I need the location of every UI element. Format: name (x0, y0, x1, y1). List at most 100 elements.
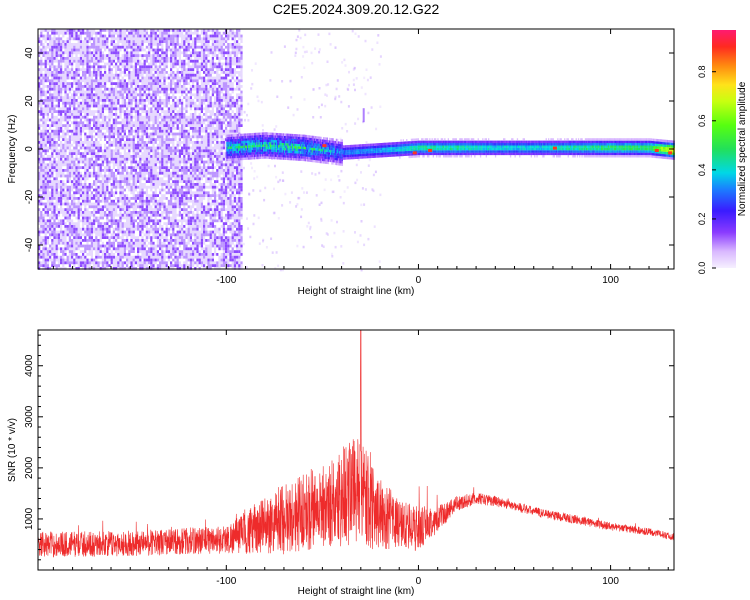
noise-cell (86, 216, 89, 220)
noise-cell (104, 37, 107, 41)
noise-cell (44, 138, 47, 141)
noise-cell (77, 104, 80, 108)
noise-cell (154, 169, 157, 172)
noise-cell (159, 208, 162, 211)
noise-cell (161, 213, 164, 217)
noise-cell (112, 244, 115, 248)
noise-cell (46, 68, 49, 71)
noise-cell (143, 101, 146, 105)
noise-cell (57, 93, 60, 97)
noise-cell (110, 241, 113, 245)
noise-cell (132, 129, 135, 133)
noise-cell (178, 57, 181, 60)
noise-cell (130, 174, 133, 178)
noise-cell (134, 76, 137, 80)
noise-cell (66, 205, 69, 209)
noise-cell (86, 199, 89, 203)
noise-cell (88, 233, 91, 237)
noise-cell (143, 250, 146, 253)
noise-cell (154, 141, 157, 144)
noise-cell (154, 129, 157, 133)
noise-cell (148, 146, 151, 150)
noise-cell (86, 261, 89, 265)
noise-cell (86, 208, 89, 211)
noise-cell (137, 71, 140, 74)
noise-cell (90, 31, 93, 35)
noise-cell (62, 40, 65, 43)
noise-cell (73, 104, 76, 108)
noise-cell (82, 222, 85, 225)
noise-cell (57, 261, 60, 265)
noise-cell (154, 152, 157, 155)
noise-cell (167, 121, 170, 125)
noise-cell (174, 149, 177, 153)
noise-cell (86, 57, 89, 60)
noise-cell (93, 261, 96, 265)
noise-cell (64, 185, 67, 189)
noise-cell (156, 48, 159, 52)
noise-cell (40, 110, 43, 113)
noise-cell (95, 194, 98, 197)
noise-cell (117, 68, 120, 71)
noise-cell (150, 29, 153, 32)
noise-cell (154, 261, 157, 265)
noise-cell (145, 216, 148, 220)
noise-cell (159, 85, 162, 88)
noise-cell (93, 194, 96, 197)
noise-cell (128, 90, 131, 94)
noise-cell (71, 57, 74, 60)
noise-cell (110, 71, 113, 74)
noise-cell (90, 255, 93, 259)
noise-cell (49, 45, 52, 49)
noise-cell (108, 171, 111, 175)
noise-cell (170, 211, 173, 214)
noise-cell (163, 197, 166, 200)
noise-cell (165, 48, 168, 52)
noise-cell (183, 141, 186, 144)
noise-cell (88, 124, 91, 127)
noise-cell (172, 197, 175, 200)
noise-cell (73, 250, 76, 253)
noise-cell (40, 194, 43, 197)
noise-cell (163, 68, 166, 71)
noise-cell (88, 183, 91, 186)
noise-cell (49, 59, 52, 63)
noise-cell (185, 230, 188, 234)
noise-cell (161, 236, 164, 239)
noise-cell (101, 174, 104, 178)
noise-cell (150, 132, 153, 136)
noise-cell (126, 45, 129, 49)
noise-cell (170, 110, 173, 113)
noise-cell (163, 90, 166, 94)
noise-cell (181, 160, 184, 164)
noise-cell (77, 180, 80, 183)
noise-cell (71, 194, 74, 197)
noise-cell (46, 250, 49, 253)
noise-cell (73, 166, 76, 169)
noise-cell (46, 219, 49, 223)
noise-cell (66, 118, 69, 122)
noise-cell (99, 82, 102, 85)
noise-cell (90, 113, 93, 116)
noise-cell (181, 199, 184, 203)
noise-cell (126, 29, 129, 32)
noise-cell (117, 96, 120, 99)
noise-cell (126, 160, 129, 164)
noise-cell (71, 59, 74, 63)
noise-cell (90, 166, 93, 169)
noise-cell (165, 37, 168, 41)
noise-cell (139, 146, 142, 150)
noise-cell (143, 160, 146, 164)
noise-cell (154, 149, 157, 153)
noise-cell (51, 45, 54, 49)
noise-cell (77, 255, 80, 259)
noise-cell (95, 216, 98, 220)
noise-cell (145, 115, 148, 119)
noise-cell (93, 79, 96, 83)
noise-cell (71, 219, 74, 223)
noise-cell (68, 208, 71, 211)
noise-cell (119, 216, 122, 220)
noise-cell (84, 194, 87, 197)
noise-cell (82, 211, 85, 214)
noise-cell (185, 71, 188, 74)
